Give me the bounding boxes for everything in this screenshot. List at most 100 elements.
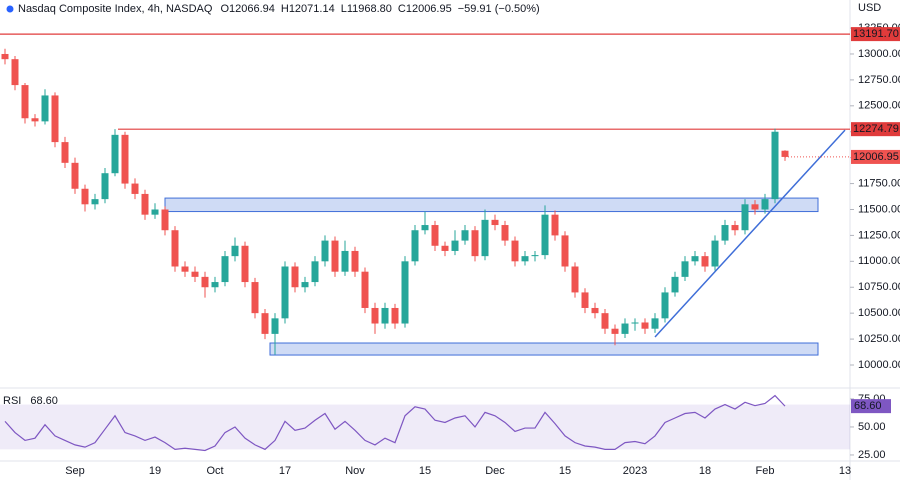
candle-body (751, 204, 759, 210)
y-tick-label: 50.00 (858, 421, 886, 433)
candle-body (371, 307, 379, 324)
candle-body (491, 219, 499, 226)
x-tick-label: Sep (65, 465, 85, 477)
candle-body (51, 95, 59, 143)
candle-body (651, 318, 659, 329)
candle-body (781, 150, 789, 157)
candle-body (481, 219, 489, 257)
candle-body (601, 313, 609, 329)
candle-body (461, 230, 469, 241)
candle-body (681, 261, 689, 277)
chart-title: Nasdaq Composite Index, 4h, NASDAQ (18, 3, 213, 15)
candle-body (181, 266, 189, 272)
y-tick-label: 11500.00 (858, 203, 900, 215)
candle-body (641, 322, 649, 329)
candle-body (71, 162, 79, 189)
candle-body (471, 230, 479, 257)
x-tick-label: Feb (756, 465, 775, 477)
candle-body (411, 230, 419, 262)
y-tick-label: 10000.00 (858, 359, 900, 371)
candle-body (311, 261, 319, 283)
zone (269, 342, 819, 356)
x-tick-label: Oct (206, 465, 223, 477)
ohlc-value: −59.91 (−0.50%) (458, 3, 540, 15)
candle-body (281, 266, 289, 319)
rsi-value-label: 68.60 (854, 400, 882, 412)
x-tick-label: 2023 (623, 465, 647, 477)
candle-body (141, 193, 149, 215)
candle-body (211, 282, 219, 288)
candle-body (511, 240, 519, 262)
candle-body (731, 225, 739, 231)
candle-body (291, 266, 299, 288)
candle-body (591, 307, 599, 314)
candle-body (101, 173, 109, 200)
candle-body (561, 235, 569, 267)
candle-body (721, 225, 729, 241)
rsi-title: RSI (3, 395, 21, 407)
candle-body (521, 256, 529, 262)
y-tick-label: 13000.00 (858, 48, 900, 60)
candle-body (541, 214, 549, 256)
candle-body (381, 307, 389, 324)
candle-body (631, 322, 639, 324)
y-tick-label: 12750.00 (858, 74, 900, 86)
candle-body (161, 209, 169, 231)
candle-body (451, 240, 459, 251)
last-price-box (851, 149, 900, 164)
candle-body (261, 313, 269, 334)
candle-body (21, 85, 29, 119)
candle-body (171, 230, 179, 267)
rsi-value-box (851, 399, 891, 414)
x-tick-label: 18 (699, 465, 711, 477)
x-tick-label: 13 (839, 465, 851, 477)
candle-body (131, 183, 139, 194)
ohlc-value: C12006.95 (398, 3, 452, 15)
x-tick-label: 19 (149, 465, 161, 477)
ohlc-value: O12066.94 (220, 3, 274, 15)
candle-body (421, 225, 429, 231)
y-tick-label: 11250.00 (858, 229, 900, 241)
candle-body (271, 318, 279, 334)
candle-body (331, 240, 339, 272)
candle-body (201, 276, 209, 288)
candle-body (361, 271, 369, 308)
x-tick-label: Dec (485, 465, 505, 477)
x-tick-label: Nov (345, 465, 365, 477)
x-tick-label: 15 (419, 465, 431, 477)
candle-body (251, 282, 259, 314)
candle-body (761, 199, 769, 210)
candle-body (621, 323, 629, 334)
candle-body (91, 199, 99, 205)
candle-body (1, 53, 9, 60)
candle-body (711, 240, 719, 267)
status-dot (6, 5, 14, 13)
zone (164, 197, 819, 213)
y-tick-label: 10750.00 (858, 281, 900, 293)
candle-body (551, 214, 559, 236)
y-tick-label: 10250.00 (858, 333, 900, 345)
last-price-label: 12006.95 (853, 151, 899, 163)
candle-body (771, 131, 779, 200)
rsi-band (0, 404, 850, 450)
candle-body (41, 95, 49, 122)
candle-body (581, 292, 589, 308)
currency: USD (858, 2, 881, 14)
candle-body (531, 255, 539, 257)
candle-body (661, 292, 669, 319)
candle-body (241, 245, 249, 283)
candle-body (221, 256, 229, 283)
level-label: 12274.79 (853, 123, 899, 135)
trendline (654, 129, 846, 338)
candle-body (611, 328, 619, 334)
level-label-box (851, 27, 900, 42)
y-tick-label: 25.00 (858, 449, 886, 461)
candle-body (431, 225, 439, 246)
x-tick-label: 17 (279, 465, 291, 477)
candle-body (341, 250, 349, 272)
y-tick-label: 11750.00 (858, 177, 900, 189)
candle-body (191, 271, 199, 277)
